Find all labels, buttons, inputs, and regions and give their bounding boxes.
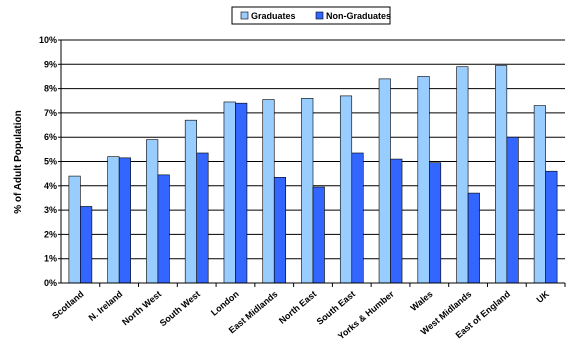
bar-non-graduates <box>506 136 519 284</box>
legend-swatch-graduates <box>240 11 249 20</box>
bar-non-graduates <box>429 162 442 284</box>
x-tick-label: North West <box>120 289 163 327</box>
y-tick-label: 0% <box>44 278 57 288</box>
y-tick-label: 7% <box>44 108 57 118</box>
x-tick-label: South West <box>158 289 202 328</box>
bar-graduates <box>417 76 430 284</box>
bar-non-graduates <box>157 174 170 284</box>
legend-label-non-graduates: Non-Graduates <box>326 11 391 21</box>
bar-graduates <box>184 119 197 284</box>
legend: Graduates Non-Graduates <box>231 6 391 25</box>
x-tick-label: London <box>209 289 241 318</box>
bar-graduates <box>262 99 275 284</box>
bar-non-graduates <box>467 192 480 284</box>
bar-non-graduates <box>312 186 325 284</box>
y-tick-label: 8% <box>44 84 57 94</box>
bar-non-graduates <box>390 158 403 284</box>
bar-non-graduates <box>235 102 248 284</box>
x-tick-label: UK <box>535 289 552 305</box>
x-tick-label: N. Ireland <box>87 289 125 323</box>
y-tick-label: 9% <box>44 59 57 69</box>
bar-non-graduates <box>196 152 209 284</box>
y-tick-label: 3% <box>44 205 57 215</box>
y-tick-label: 5% <box>44 157 57 167</box>
bars <box>68 65 558 284</box>
bar-non-graduates <box>118 157 131 284</box>
y-tick-label: 1% <box>44 254 57 264</box>
bar-graduates <box>533 105 546 284</box>
y-tick-label: 2% <box>44 229 57 239</box>
bar-non-graduates <box>545 170 558 284</box>
bar-graduates <box>223 101 236 284</box>
y-tick-label: 6% <box>44 132 57 142</box>
bar-graduates <box>456 66 469 284</box>
axes <box>58 39 566 287</box>
y-axis-title: % of Adult Population <box>13 110 24 214</box>
bar-graduates <box>495 65 508 284</box>
x-tick-label: Wales <box>408 289 434 313</box>
bar-non-graduates <box>80 206 93 284</box>
x-tick-label: North East <box>277 289 318 326</box>
bar-graduates <box>339 95 353 284</box>
bar-graduates <box>107 156 120 284</box>
bar-non-graduates <box>351 152 364 284</box>
y-tick-label: 10% <box>39 35 57 45</box>
bar-graduates <box>378 78 391 284</box>
y-tick-labels: 0% 1% 2% 3% 4% 5% 6% 7% 8% 9% 10% <box>39 35 57 288</box>
legend-box <box>231 6 391 25</box>
bar-graduates <box>68 175 81 284</box>
y-tick-label: 4% <box>44 181 57 191</box>
legend-label-graduates: Graduates <box>251 11 296 21</box>
bar-graduates <box>146 139 159 284</box>
bar-graduates <box>301 98 314 284</box>
bar-non-graduates <box>273 176 287 284</box>
x-tick-label: Scotland <box>50 289 86 321</box>
legend-swatch-non-graduates <box>315 11 324 20</box>
